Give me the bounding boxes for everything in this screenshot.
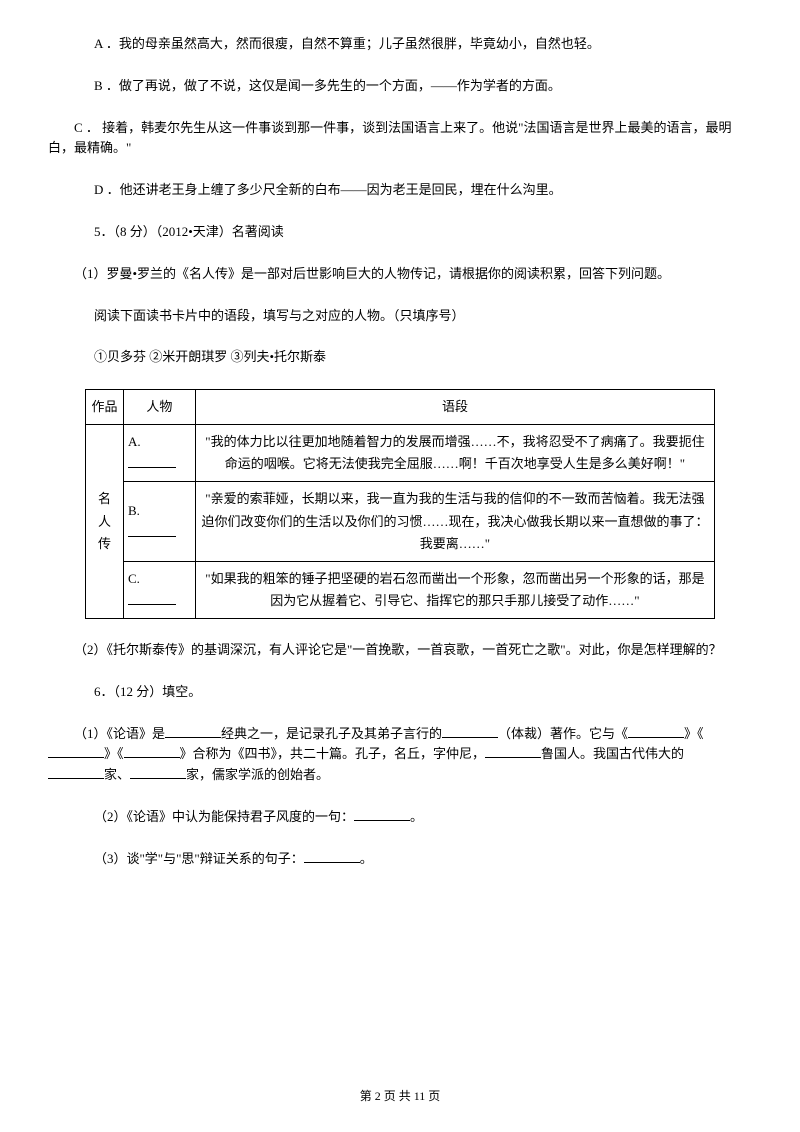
reading-card-table: 作品 人物 语段 名 人 传 A. "我的体力比以往更加地随着智力的发展而增强…… — [85, 389, 715, 619]
table-row-c-text: "如果我的粗笨的锤子把坚硬的岩石忽而凿出一个形象，忽而凿出另一个形象的话，那是因… — [195, 561, 714, 618]
q6-p1-h: 家、 — [104, 767, 130, 782]
blank-6-5[interactable] — [124, 744, 180, 758]
table-row-b-text: "亲爱的索菲娅，长期以来，我一直为我的生活与我的信仰的不一致而苦恼着。我无法强迫… — [195, 482, 714, 561]
blank-6-10[interactable] — [304, 849, 360, 863]
question-5-sub2: （2）《托尔斯泰传》的基调深沉，有人评论它是"一首挽歌，一首哀歌，一首死亡之歌"… — [48, 640, 732, 661]
table-header-passage: 语段 — [195, 390, 714, 425]
table-row-a-label: A. — [123, 425, 195, 482]
question-5-choices: ①贝多芬 ②米开朗琪罗 ③列夫•托尔斯泰 — [68, 347, 732, 368]
option-d: D ．他还讲老王身上缠了多少尺全新的白布——因为老王是回民，埋在什么沟里。 — [68, 180, 732, 201]
option-c: C ． 接着，韩麦尔先生从这一件事谈到那一件事，谈到法国语言上来了。他说"法国语… — [48, 118, 732, 160]
q6-p2-b: 。 — [410, 809, 423, 824]
blank-6-7[interactable] — [48, 765, 104, 779]
blank-b[interactable] — [128, 523, 176, 537]
q6-p1-b: 经典之一，是记录孔子及其弟子言行的 — [221, 726, 442, 741]
q6-p1-i: 家，儒家学派的创始者。 — [186, 767, 329, 782]
question-6-sub2: （2）《论语》中认为能保持君子风度的一句： 。 — [68, 807, 732, 828]
blank-6-4[interactable] — [48, 744, 104, 758]
blank-c[interactable] — [128, 591, 176, 605]
question-5-sub1: （1）罗曼•罗兰的《名人传》是一部对后世影响巨大的人物传记，请根据你的阅读积累，… — [48, 264, 732, 285]
blank-6-6[interactable] — [485, 744, 541, 758]
question-5-instruction: 阅读下面读书卡片中的语段，填写与之对应的人物。（只填序号） — [68, 306, 732, 327]
option-b: B ．做了再说，做了不说，这仅是闻一多先生的一个方面，——作为学者的方面。 — [68, 76, 732, 97]
question-6-header: 6．（12 分）填空。 — [68, 682, 732, 703]
row-a-letter: A. — [128, 434, 141, 449]
q6-p1-a: （1）《论语》是 — [74, 726, 165, 741]
question-5-header: 5．（8 分）（2012•天津）名著阅读 — [68, 222, 732, 243]
q6-p3-b: 。 — [360, 851, 373, 866]
blank-6-1[interactable] — [165, 724, 221, 738]
table-row-a-text: "我的体力比以往更加地随着智力的发展而增强……不，我将忍受不了病痛了。我要扼住命… — [195, 425, 714, 482]
table-work-name: 名 人 传 — [86, 425, 124, 619]
q6-p1-f: 》合称为《四书》，共二十篇。孔子，名丘，字仲尼， — [180, 746, 486, 761]
row-b-letter: B. — [128, 503, 140, 518]
blank-6-3[interactable] — [628, 724, 684, 738]
blank-6-8[interactable] — [130, 765, 186, 779]
q6-p1-c: （体裁）著作。它与《 — [498, 726, 628, 741]
q6-p3-a: （3）谈"学"与"思"辩证关系的句子： — [94, 851, 304, 866]
option-a: A ．我的母亲虽然高大，然而很瘦，自然不算重；儿子虽然很胖，毕竟幼小，自然也轻。 — [68, 34, 732, 55]
question-6-sub3: （3）谈"学"与"思"辩证关系的句子： 。 — [68, 849, 732, 870]
table-row-b-label: B. — [123, 482, 195, 561]
q6-p1-d: 》《 — [684, 726, 704, 741]
page-footer: 第 2 页 共 11 页 — [0, 1087, 800, 1106]
blank-a[interactable] — [128, 454, 176, 468]
table-header-work: 作品 — [86, 390, 124, 425]
q6-p2-a: （2）《论语》中认为能保持君子风度的一句： — [94, 809, 354, 824]
table-row-c-label: C. — [123, 561, 195, 618]
table-header-person: 人物 — [123, 390, 195, 425]
blank-6-9[interactable] — [354, 807, 410, 821]
question-6-sub1: （1）《论语》是经典之一，是记录孔子及其弟子言行的（体裁）著作。它与《》《》《》… — [48, 724, 732, 786]
blank-6-2[interactable] — [442, 724, 498, 738]
row-c-letter: C. — [128, 571, 140, 586]
q6-p1-e: 》《 — [104, 746, 124, 761]
q6-p1-g: 鲁国人。我国古代伟大的 — [541, 746, 684, 761]
